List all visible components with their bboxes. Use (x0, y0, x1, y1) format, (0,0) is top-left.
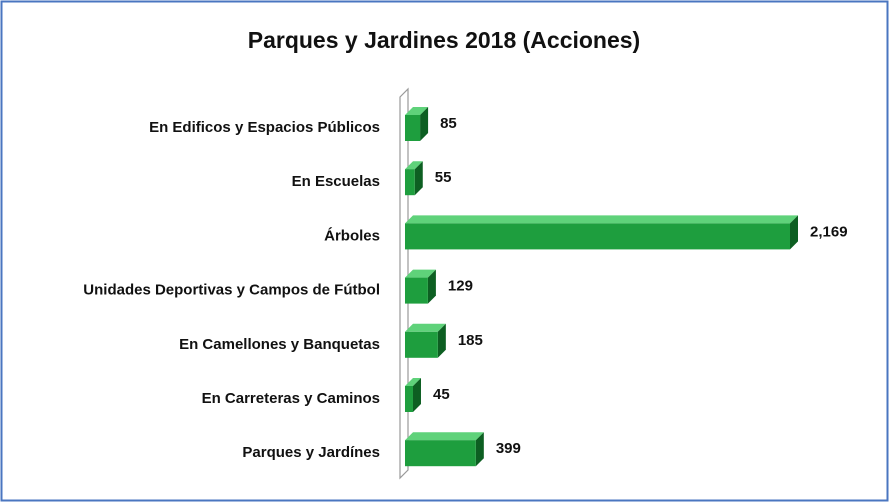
bar-top (405, 269, 436, 278)
category-label: Parques y Jardínes (242, 444, 380, 461)
bar-side (420, 107, 429, 141)
bar-side (412, 378, 421, 412)
category-label: En Camellones y Banquetas (179, 336, 380, 353)
bar-side (414, 161, 423, 196)
category-label: Árboles (324, 227, 380, 244)
bar (405, 440, 476, 467)
value-label: 55 (435, 169, 452, 186)
bar-top (405, 323, 446, 332)
category-label: En Carreteras y Caminos (202, 390, 380, 407)
value-label: 129 (448, 278, 473, 295)
bar-top (405, 215, 798, 224)
bar-side (790, 215, 798, 250)
value-label: 2,169 (810, 223, 848, 240)
chart-title: Parques y Jardines 2018 (Acciones) (248, 27, 640, 53)
bar (405, 115, 421, 141)
value-label: 399 (496, 440, 521, 457)
bar-top (405, 378, 421, 386)
bar-top (405, 107, 429, 115)
category-label: Unidades Deportivas y Campos de Fútbol (83, 282, 380, 299)
category-label: En Edificos y Espacios Públicos (149, 119, 380, 136)
bar (405, 223, 790, 250)
bar-top (405, 432, 484, 441)
value-label: 185 (458, 332, 483, 349)
value-label: 85 (440, 115, 457, 132)
bar-top (405, 161, 423, 170)
bar-side (437, 323, 446, 358)
bar (405, 386, 413, 412)
category-label: En Escuelas (292, 173, 380, 190)
bar-side (427, 269, 436, 304)
bar (405, 169, 415, 196)
bar (405, 331, 438, 358)
value-label: 45 (433, 386, 450, 403)
bar (405, 277, 428, 304)
bar-side (475, 432, 484, 467)
